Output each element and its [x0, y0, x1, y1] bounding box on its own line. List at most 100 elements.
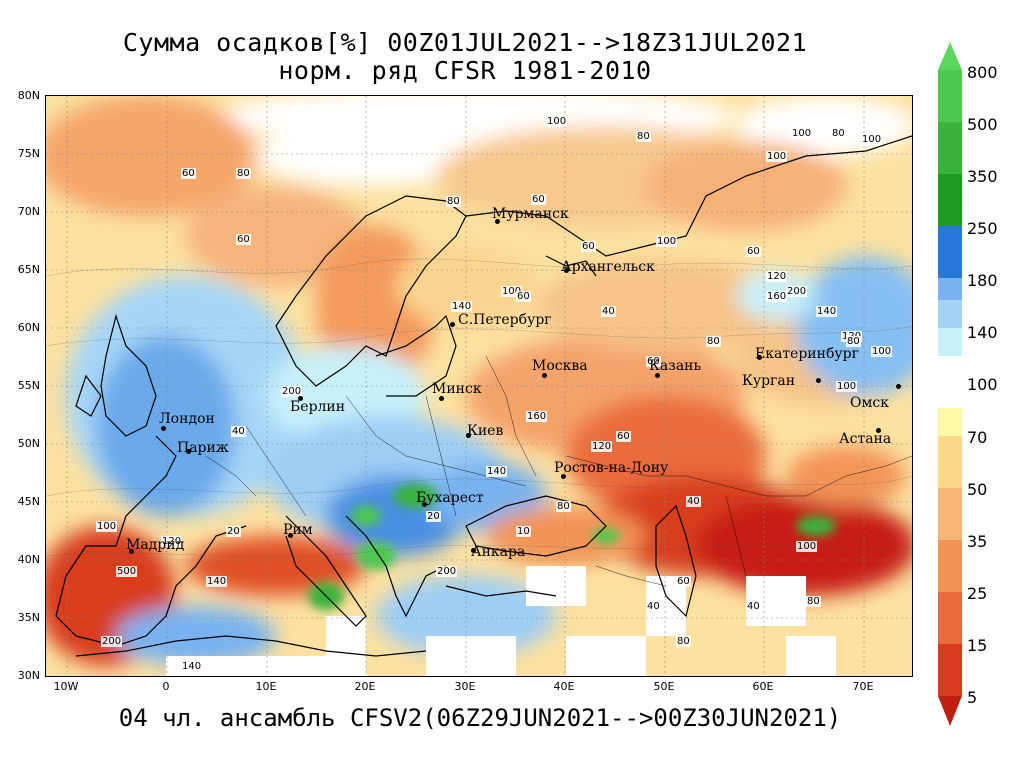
- contour-value-label: 80: [676, 636, 691, 647]
- contour-value-label: 80: [446, 196, 461, 207]
- city-marker: [816, 378, 821, 383]
- lat-label: 70N: [17, 205, 40, 218]
- lat-label: 55N: [17, 379, 40, 392]
- contour-value-label: 120: [161, 536, 183, 547]
- colorbar-label: 100: [967, 375, 998, 394]
- contour-value-label: 60: [676, 576, 691, 587]
- city-label: Москва: [532, 358, 588, 374]
- lat-label: 65N: [17, 263, 40, 276]
- contour-value-label: 40: [686, 496, 701, 507]
- contour-value-label: 60: [581, 241, 596, 252]
- lat-label: 80N: [17, 89, 40, 102]
- lat-label: 45N: [17, 495, 40, 508]
- city-label: Берлин: [290, 399, 346, 415]
- contour-value-label: 60: [181, 168, 196, 179]
- colorbar-label: 5: [967, 688, 978, 707]
- colorbar-label: 140: [967, 323, 998, 342]
- contour-value-label: 140: [206, 576, 228, 587]
- colorbar-label: 25: [967, 584, 988, 603]
- city-label: Бухарест: [416, 490, 484, 506]
- contour-value-label: 40: [646, 601, 661, 612]
- contour-value-label: 100: [96, 521, 118, 532]
- contour-value-label: 40: [746, 601, 761, 612]
- city-marker: [655, 373, 660, 378]
- contour-value-label: 100: [501, 286, 523, 297]
- contour-value-label: 140: [816, 306, 838, 317]
- city-label: Астана: [839, 431, 892, 447]
- city-marker: [495, 219, 500, 224]
- colorbar-label: 35: [967, 532, 988, 551]
- city-marker: [129, 549, 134, 554]
- contour-value-label: 100: [796, 541, 818, 552]
- map-title: Сумма осадков[%] 00Z01JUL2021-->18Z31JUL…: [122, 28, 808, 57]
- contour-value-label: 160: [526, 411, 548, 422]
- city-marker: [471, 548, 476, 553]
- contour-value-label: 140: [486, 466, 508, 477]
- city-label: Мадрид: [126, 537, 185, 553]
- contour-value-label: 100: [546, 116, 568, 127]
- contour-value-label: 100: [871, 346, 893, 357]
- lon-label: 40E: [553, 680, 575, 693]
- contour-value-label: 80: [806, 596, 821, 607]
- contour-value-label: 140: [451, 301, 473, 312]
- contour-value-label: 100: [791, 128, 813, 139]
- city-label: Мурманск: [492, 206, 569, 222]
- lon-label: 0: [162, 680, 170, 693]
- precipitation-map: 100 80 100 80 100 100 60 80 60 80 60 100 60 60 120 160 2…: [45, 95, 913, 677]
- contour-value-label: 40: [231, 426, 246, 437]
- contour-value-label: 100: [836, 381, 858, 392]
- contour-value-label: 80: [831, 128, 846, 139]
- colorbar-label: 350: [967, 167, 998, 186]
- contour-value-label: 10: [516, 526, 531, 537]
- city-label: Анкара: [471, 544, 526, 560]
- city-label: Екатеринбург: [755, 346, 859, 362]
- contour-value-label: 60: [531, 194, 546, 205]
- contour-value-label: 20: [426, 511, 441, 522]
- lat-label: 35N: [17, 611, 40, 624]
- map-subtitle: норм. ряд CFSR 1981-2010: [278, 56, 652, 85]
- city-marker: [896, 384, 901, 389]
- colorbar-label: 800: [967, 63, 998, 82]
- city-marker: [466, 433, 471, 438]
- city-label: Рим: [283, 522, 313, 538]
- city-label: Ростов-на-Дону: [554, 460, 669, 476]
- city-marker: [561, 474, 566, 479]
- city-marker: [542, 373, 547, 378]
- city-label: Казань: [649, 358, 702, 374]
- contour-value-label: 40: [601, 306, 616, 317]
- contour-value-label: 80: [636, 131, 651, 142]
- contour-value-label: 160: [766, 291, 788, 302]
- lat-label: 40N: [17, 553, 40, 566]
- contour-value-label: 80: [556, 501, 571, 512]
- map-field: [46, 96, 912, 676]
- city-marker: [288, 533, 293, 538]
- contour-value-label: 200: [786, 286, 808, 297]
- contour-value-label: 60: [646, 356, 661, 367]
- contour-value-label: 100: [861, 134, 883, 145]
- city-label: Париж: [177, 440, 229, 456]
- contour-value-label: 200: [101, 636, 123, 647]
- contour-value-label: 120: [766, 271, 788, 282]
- city-marker: [439, 396, 444, 401]
- lon-label: 10W: [53, 680, 79, 693]
- contour-value-label: 80: [236, 168, 251, 179]
- colorbar-label: 50: [967, 480, 988, 499]
- contour-value-label: 140: [181, 661, 203, 672]
- colorbar-label: 250: [967, 219, 998, 238]
- city-label: Курган: [742, 373, 796, 389]
- city-label: Архангельск: [561, 259, 655, 275]
- city-marker: [876, 428, 881, 433]
- city-marker: [757, 355, 762, 360]
- city-label: С.Петербург: [458, 312, 552, 328]
- contour-value-label: 80: [706, 336, 721, 347]
- city-label: Киев: [467, 423, 504, 439]
- ensemble-caption: 04 чл. ансамбль CFSV2(06Z29JUN2021-->00Z…: [118, 704, 842, 732]
- contour-value-label: 200: [281, 386, 303, 397]
- colorbar-label: 70: [967, 428, 988, 447]
- lat-label: 30N: [17, 669, 40, 682]
- lon-label: 10E: [255, 680, 277, 693]
- contour-value-label: 80: [846, 336, 861, 347]
- colorbar-graphic: [938, 42, 962, 726]
- lon-label: 20E: [354, 680, 376, 693]
- contour-value-label: 120: [591, 441, 613, 452]
